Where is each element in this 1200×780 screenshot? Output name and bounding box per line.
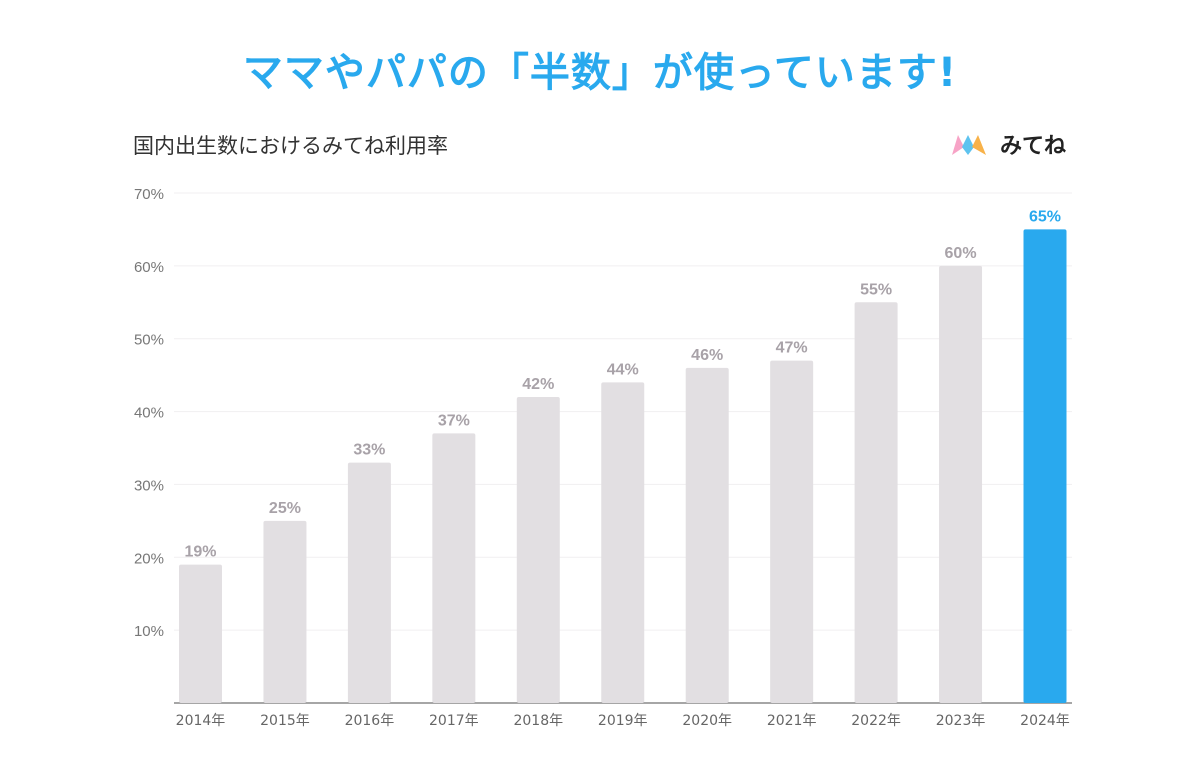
- bar: [432, 433, 476, 703]
- bar: [516, 397, 560, 703]
- x-tick-label: 2014年: [176, 713, 226, 729]
- data-label: 47%: [776, 340, 808, 357]
- x-tick-label: 2015年: [260, 713, 310, 729]
- data-label: 25%: [269, 500, 301, 517]
- data-label: 33%: [353, 442, 385, 459]
- bar: [347, 462, 391, 703]
- bar: [179, 564, 222, 703]
- x-tick-label: 2016年: [345, 713, 395, 729]
- x-tick-label: 2020年: [682, 713, 732, 729]
- headline: ママやパパの「半数」が使っています!: [242, 50, 958, 96]
- x-tick-label: 2019年: [598, 713, 648, 729]
- data-label: 37%: [438, 412, 470, 429]
- x-tick-label: 2017年: [429, 713, 479, 729]
- data-label: 42%: [522, 376, 554, 393]
- data-label: 65%: [1029, 208, 1061, 225]
- x-tick-label: 2024年: [1020, 713, 1070, 729]
- y-tick-label: 40%: [134, 405, 164, 422]
- y-tick-label: 10%: [134, 623, 164, 640]
- bar: [263, 520, 307, 703]
- y-tick-label: 30%: [134, 477, 164, 494]
- bar: [685, 367, 729, 703]
- y-tick-label: 20%: [134, 550, 164, 567]
- data-label: 55%: [860, 281, 892, 298]
- bar: [1023, 229, 1067, 703]
- brand-name: みてね: [1000, 134, 1067, 159]
- data-label: 44%: [607, 361, 639, 378]
- x-tick-label: 2023年: [936, 713, 986, 729]
- bar: [854, 302, 898, 703]
- bar: [939, 265, 983, 703]
- bar: [770, 360, 814, 703]
- x-tick-label: 2018年: [513, 713, 563, 729]
- brand-logo: みてね: [950, 128, 1066, 160]
- x-tick-label: 2021年: [767, 713, 817, 729]
- data-label: 46%: [691, 347, 723, 364]
- mitene-logo-icon: [952, 135, 986, 155]
- y-tick-label: 50%: [134, 332, 164, 349]
- x-tick-label: 2022年: [851, 713, 901, 729]
- y-tick-label: 70%: [134, 186, 164, 203]
- chart-title: 国内出生数におけるみてね利用率: [133, 134, 448, 158]
- y-tick-label: 60%: [134, 259, 164, 276]
- data-label: 60%: [945, 245, 977, 262]
- data-label: 19%: [184, 544, 216, 561]
- bar: [601, 382, 645, 703]
